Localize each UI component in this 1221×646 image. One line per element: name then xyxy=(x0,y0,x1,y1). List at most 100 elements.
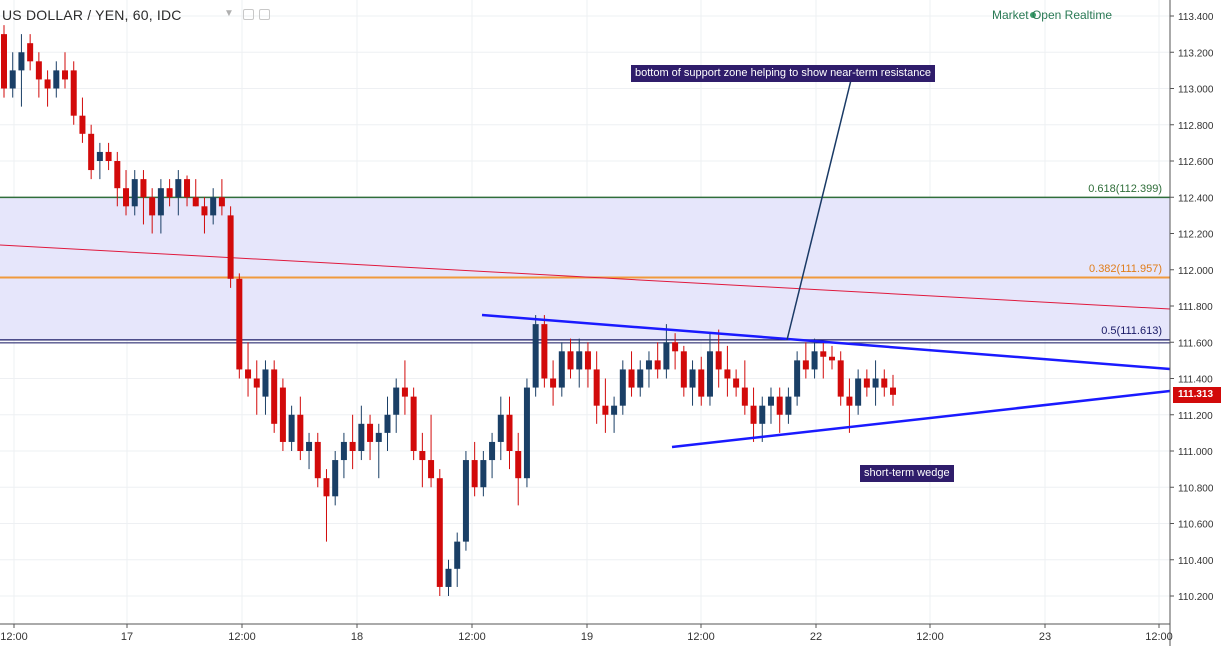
candle-body xyxy=(428,460,435,479)
candle-down xyxy=(123,170,130,216)
candle-body xyxy=(253,378,260,388)
fib-0382-label: 0.382(111.957) xyxy=(1089,263,1162,275)
candle-body xyxy=(340,441,347,461)
time-tick-label: 12:00 xyxy=(916,631,944,643)
time-tick-label: 12:00 xyxy=(687,631,715,643)
candle-body xyxy=(619,369,626,406)
candle-body xyxy=(837,360,844,397)
candle-body xyxy=(558,351,565,388)
candle-up xyxy=(358,405,365,461)
candle-down xyxy=(410,387,417,461)
candle-body xyxy=(384,414,391,433)
candle-down xyxy=(837,351,844,406)
candle-down xyxy=(628,351,635,397)
settings-icon[interactable] xyxy=(243,9,254,20)
symbol-title[interactable]: US DOLLAR / YEN, 60, IDC xyxy=(2,7,182,23)
candle-up xyxy=(375,423,382,479)
candle-down xyxy=(419,432,426,488)
candle-down xyxy=(279,378,286,451)
candle-up xyxy=(872,360,879,406)
candle-up xyxy=(689,360,696,406)
candle-body xyxy=(245,369,252,379)
price-axis[interactable]: 113.400 113.200 113.000 112.800 112.600 112.4… xyxy=(1169,0,1214,646)
candle-down xyxy=(218,179,225,216)
candle-down xyxy=(297,396,304,461)
candle-body xyxy=(890,387,896,395)
chevron-down-icon[interactable]: ▼ xyxy=(224,8,234,19)
candle-body xyxy=(210,197,217,216)
candle-body xyxy=(1,34,7,89)
candle-body xyxy=(863,378,870,388)
candle-down xyxy=(776,387,783,433)
candle-up xyxy=(332,451,339,506)
market-status: Market Open Realtime xyxy=(991,8,1112,22)
candle-up xyxy=(210,188,217,225)
candle-up xyxy=(767,387,774,424)
candle-down xyxy=(105,142,112,171)
candle-down xyxy=(672,333,679,370)
price-tick-label: 112.400 xyxy=(1178,193,1214,204)
candle-body xyxy=(506,414,513,451)
price-tick-label: 110.800 xyxy=(1178,483,1214,494)
maximize-icon[interactable] xyxy=(259,9,270,20)
candle-body xyxy=(576,351,583,370)
candle-up xyxy=(131,170,138,216)
candle-down xyxy=(593,351,600,424)
candle-down xyxy=(741,360,748,415)
candle-body xyxy=(332,460,339,497)
candle-body xyxy=(872,378,879,388)
candle-down xyxy=(271,360,278,433)
candle-body xyxy=(724,369,731,379)
candle-body xyxy=(628,369,635,388)
candle-up xyxy=(794,351,801,406)
resistance-annotation: bottom of support zone helping to show n… xyxy=(631,65,935,82)
time-axis[interactable]: 12:00 17 12:00 18 12:00 19 12:00 22 12:00 23 12:00 xyxy=(0,623,1173,643)
annotation-arrow xyxy=(786,79,852,341)
candle-body xyxy=(611,405,618,415)
candle-down xyxy=(349,414,356,470)
candle-body xyxy=(541,324,548,379)
candle-up xyxy=(175,170,182,216)
candle-body xyxy=(445,568,452,587)
candle-body xyxy=(532,324,539,388)
candle-body xyxy=(175,179,182,198)
candle-body xyxy=(881,378,888,388)
candle-down xyxy=(550,360,557,406)
candle-body xyxy=(114,161,121,189)
candle-body xyxy=(123,188,130,207)
candle-up xyxy=(558,342,565,397)
candle-up xyxy=(384,396,391,451)
candle-down xyxy=(828,345,835,370)
candle-body xyxy=(358,423,365,451)
candle-up xyxy=(611,396,618,433)
price-tick-label: 112.800 xyxy=(1178,121,1214,132)
price-tick-label: 110.200 xyxy=(1178,592,1214,603)
price-tick-label: 112.200 xyxy=(1178,230,1214,241)
candle-up xyxy=(288,405,295,451)
candle-body xyxy=(323,478,330,497)
candle-body xyxy=(393,387,400,415)
candle-down xyxy=(44,70,51,107)
candle-down xyxy=(698,356,705,406)
chart-header: US DOLLAR / YEN, 60, IDC ▼ Market Open R… xyxy=(0,0,1170,30)
candle-down xyxy=(506,396,513,470)
candle-up xyxy=(454,532,461,587)
candle-down xyxy=(27,34,34,71)
wedge-upper-line xyxy=(481,313,1171,371)
candle-down xyxy=(88,124,95,180)
candle-up xyxy=(811,338,818,379)
candle-up xyxy=(785,387,792,424)
candle-down xyxy=(724,345,731,397)
candle-up xyxy=(489,432,496,479)
candle-up xyxy=(306,432,313,470)
candle-up xyxy=(462,451,469,551)
candle-down xyxy=(750,387,757,442)
candle-down xyxy=(567,338,574,379)
candle-body xyxy=(637,369,644,388)
candle-down xyxy=(436,469,443,596)
candle-body xyxy=(593,369,600,406)
candle-up xyxy=(18,34,25,107)
candle-body xyxy=(759,405,766,424)
market-open-dot-icon xyxy=(1030,12,1036,18)
